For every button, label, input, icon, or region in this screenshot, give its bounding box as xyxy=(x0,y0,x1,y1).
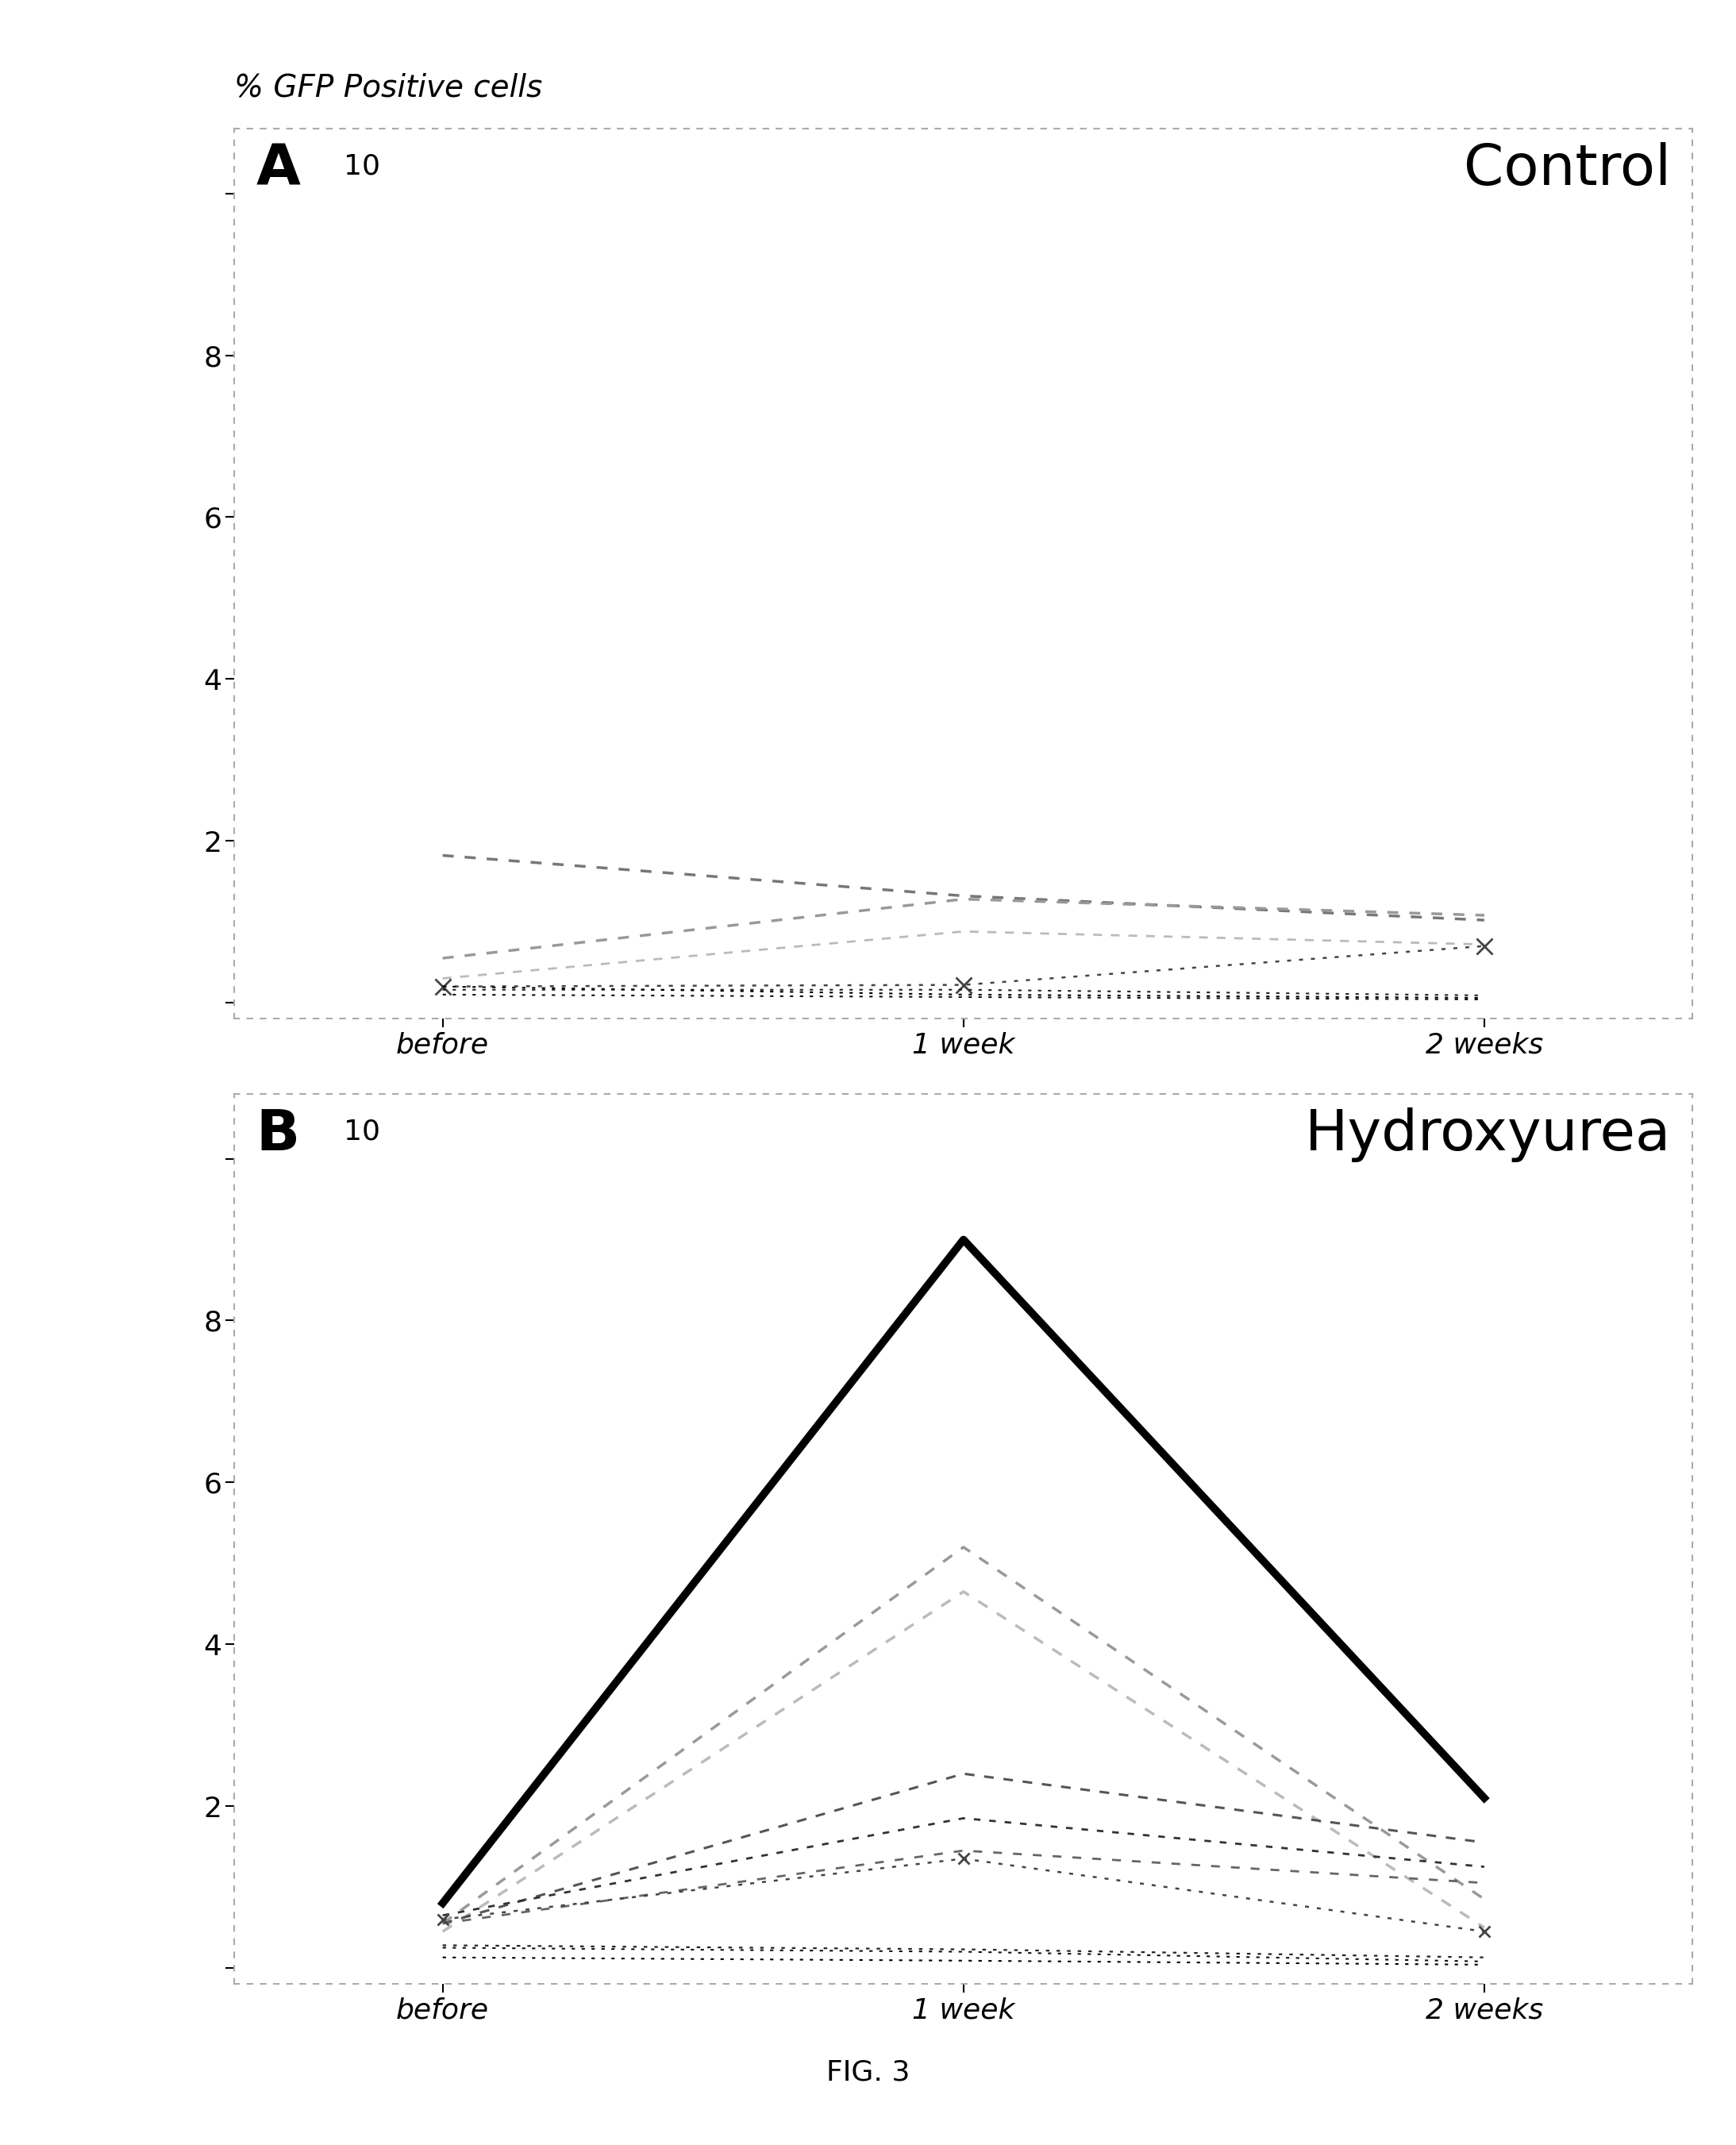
Text: 10: 10 xyxy=(344,152,380,180)
Text: B: B xyxy=(257,1107,300,1163)
Text: FIG. 3: FIG. 3 xyxy=(826,2059,910,2087)
Text: Control: Control xyxy=(1463,142,1670,197)
Text: 10: 10 xyxy=(344,1118,380,1145)
Text: Hydroxyurea: Hydroxyurea xyxy=(1304,1107,1670,1163)
Text: % GFP Positive cells: % GFP Positive cells xyxy=(234,73,543,103)
Text: A: A xyxy=(257,142,300,197)
